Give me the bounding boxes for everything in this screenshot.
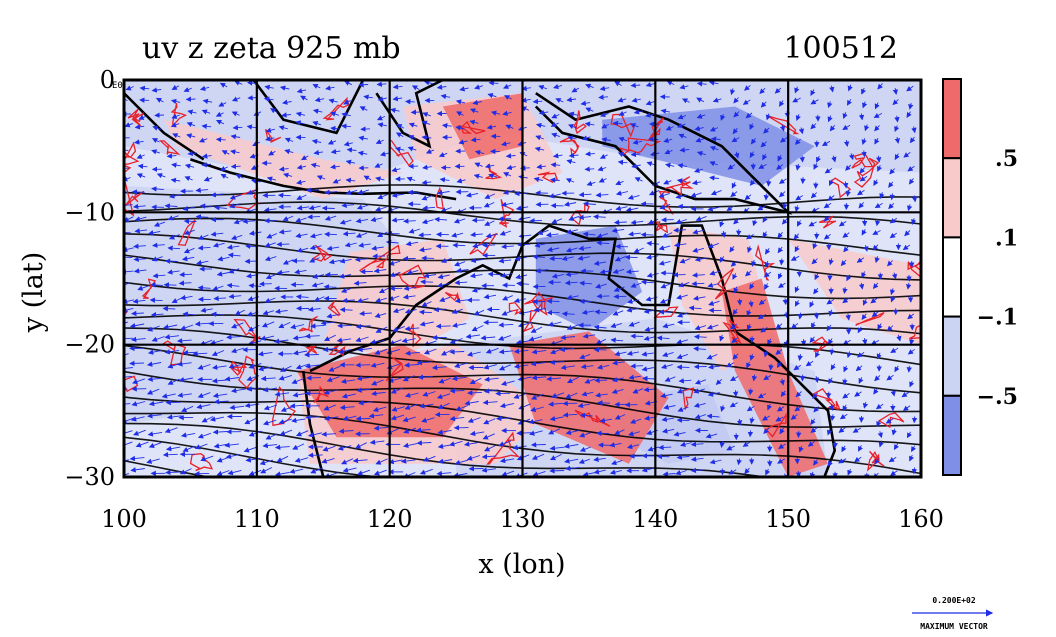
map-frame [122, 78, 923, 479]
y-tick-labels: 0 −10 −20 −30 [64, 66, 115, 491]
colorbar-swatch [942, 315, 962, 397]
colorbar-label: .5 [995, 146, 1018, 172]
vector-legend: 0.200E+02 MAXIMUM VECTOR [912, 596, 994, 631]
colorbar-label: −.1 [977, 305, 1018, 331]
y-tick-label: −20 [64, 331, 115, 359]
map-grid [124, 80, 921, 477]
x-tick-label: 100 [101, 505, 147, 533]
map-timestamp: 100512 [783, 31, 898, 66]
x-tick-label: 150 [765, 505, 811, 533]
colorbar-swatch [942, 78, 962, 160]
y-axis-label: y (lat) [18, 252, 49, 334]
x-tick-label: 120 [367, 505, 413, 533]
colorbar-swatch [942, 394, 962, 476]
x-tick-label: 140 [632, 505, 678, 533]
x-axis-label: x (lon) [478, 549, 565, 580]
colorbar-label: .1 [995, 225, 1018, 251]
x-tick-label: 130 [500, 505, 546, 533]
y-tick-label: 0 [100, 66, 115, 94]
corner-label: E0 [112, 81, 123, 91]
vector-magnitude: 0.200E+02 [932, 596, 976, 605]
wind-vectors [124, 80, 918, 477]
colorbar: .5 .1 −.1 −.5 [942, 78, 1018, 476]
x-tick-label: 110 [234, 505, 280, 533]
y-tick-label: −10 [64, 198, 115, 226]
x-tick-labels: 100 110 120 130 140 150 160 [101, 505, 944, 533]
colorbar-swatch [942, 157, 962, 239]
colorbar-label: −.5 [977, 384, 1018, 410]
colorbar-swatch [942, 236, 962, 318]
y-tick-label: −30 [64, 463, 115, 491]
map-title: uv z zeta 925 mb [142, 31, 401, 66]
vector-legend-label: MAXIMUM VECTOR [920, 622, 988, 631]
x-tick-label: 160 [898, 505, 944, 533]
